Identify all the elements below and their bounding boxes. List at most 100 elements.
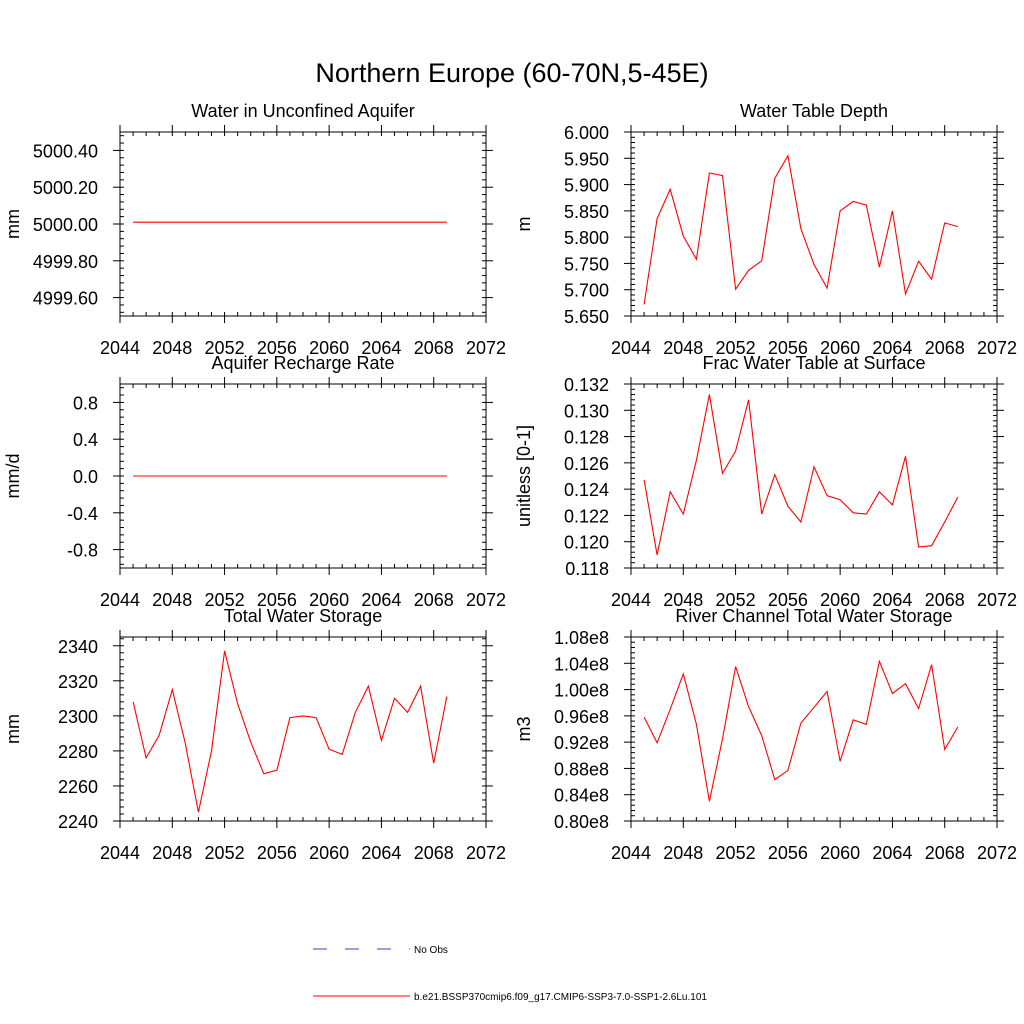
panel-4: Total Water Storage mm 2044 2048 2052 2056 206…	[3, 606, 506, 863]
x-tick-label: 2052	[205, 843, 245, 863]
y-tick-label: 5.700	[564, 281, 609, 301]
panel-title: Total Water Storage	[224, 606, 382, 626]
x-tick-label: 2072	[466, 590, 506, 610]
y-tick-label: 5000.20	[33, 178, 98, 198]
y-axis-label: unitless [0-1]	[514, 425, 534, 527]
series-line	[643, 154, 958, 305]
x-tick-label: 2056	[257, 843, 297, 863]
x-tick-label: 2044	[100, 590, 140, 610]
y-tick-label: 0.0	[73, 467, 98, 487]
x-tick-label: 2044	[611, 338, 651, 358]
x-tick-label: 2068	[925, 338, 965, 358]
y-axis-label: mm/d	[3, 454, 23, 499]
plot-frame	[119, 131, 487, 317]
x-tick-label: 2060	[820, 338, 860, 358]
x-tick-label: 2060	[820, 590, 860, 610]
y-tick-label: 1.00e8	[554, 681, 609, 701]
y-tick-label: 0.132	[564, 375, 609, 395]
x-tick-label: 2072	[977, 338, 1017, 358]
x-tick-label: 2072	[466, 843, 506, 863]
y-tick-label: -0.4	[67, 504, 98, 524]
y-tick-label: 6.000	[564, 123, 609, 143]
x-tick-label: 2056	[768, 590, 808, 610]
plot-frame	[119, 636, 487, 822]
y-tick-label: 0.4	[73, 430, 98, 450]
x-tick-label: 2044	[611, 590, 651, 610]
y-tick-label: 2240	[58, 812, 98, 832]
y-tick-label: 5.950	[564, 149, 609, 169]
y-axis-label: m3	[514, 716, 534, 741]
y-tick-label: 0.122	[564, 506, 609, 526]
x-tick-label: 2060	[309, 843, 349, 863]
x-tick-label: 2064	[872, 590, 912, 610]
x-tick-label: 2068	[414, 590, 454, 610]
y-tick-label: 0.126	[564, 454, 609, 474]
y-tick-label: 0.130	[564, 401, 609, 421]
panel-2: Aquifer Recharge Rate mm/d 2044 2048 2052 205…	[3, 353, 506, 610]
x-tick-label: 2072	[466, 338, 506, 358]
panel-title: Water in Unconfined Aquifer	[191, 101, 414, 121]
y-tick-label: 0.84e8	[554, 786, 609, 806]
x-tick-label: 2064	[361, 843, 401, 863]
figure-title: Northern Europe (60-70N,5-45E)	[315, 58, 708, 88]
panel-0: Water in Unconfined Aquifer mm 2044 2048 205…	[3, 101, 506, 358]
x-tick-label: 2052	[716, 590, 756, 610]
y-tick-label: 2340	[58, 637, 98, 657]
x-tick-label: 2064	[361, 338, 401, 358]
x-tick-label: 2072	[977, 590, 1017, 610]
x-tick-label: 2052	[716, 843, 756, 863]
x-tick-label: 2044	[100, 338, 140, 358]
panels: Water in Unconfined Aquifer mm 2044 2048 205…	[3, 101, 1017, 863]
legend: No Obs b.e21.BSSP370cmip6.f09_g17.CMIP6-…	[313, 945, 707, 1003]
y-axis-label: mm	[3, 209, 23, 239]
x-tick-label: 2052	[205, 590, 245, 610]
panel-title: Aquifer Recharge Rate	[211, 353, 394, 373]
x-tick-label: 2064	[872, 843, 912, 863]
plot-frame	[630, 131, 998, 317]
y-tick-label: 5.750	[564, 254, 609, 274]
y-tick-label: 0.8	[73, 393, 98, 413]
y-tick-label: 5.850	[564, 202, 609, 222]
x-tick-label: 2048	[152, 338, 192, 358]
x-tick-label: 2048	[663, 843, 703, 863]
x-tick-label: 2060	[309, 590, 349, 610]
y-tick-label: 0.118	[565, 559, 609, 579]
y-tick-label: 5000.40	[33, 141, 98, 161]
series-line	[132, 650, 448, 813]
y-tick-label: 2260	[58, 777, 98, 797]
x-tick-label: 2068	[925, 590, 965, 610]
y-tick-label: 5.900	[564, 176, 609, 196]
panel-5: River Channel Total Water Storage m3 2044 2…	[514, 606, 1017, 863]
x-tick-label: 2064	[872, 338, 912, 358]
y-tick-label: 4999.60	[33, 289, 98, 309]
x-tick-label: 2056	[768, 338, 808, 358]
y-tick-label: 4999.80	[33, 252, 98, 272]
y-tick-label: 0.128	[564, 428, 609, 448]
y-tick-label: 2300	[58, 707, 98, 727]
panel-3: Frac Water Table at Surface unitless [0-1…	[514, 353, 1017, 610]
y-axis-label: m	[514, 217, 534, 232]
y-tick-label: 5000.00	[33, 215, 98, 235]
y-tick-label: 0.80e8	[554, 812, 609, 832]
y-tick-label: 2320	[58, 672, 98, 692]
x-tick-label: 2072	[977, 843, 1017, 863]
x-tick-label: 2052	[205, 338, 245, 358]
x-tick-label: 2048	[663, 338, 703, 358]
series-line	[643, 394, 959, 556]
x-tick-label: 2068	[925, 843, 965, 863]
y-axis-label: mm	[3, 714, 23, 744]
y-tick-label: 1.08e8	[554, 628, 609, 648]
y-tick-label: 0.88e8	[554, 759, 609, 779]
x-tick-label: 2056	[257, 590, 297, 610]
x-tick-label: 2056	[768, 843, 808, 863]
y-tick-label: 5.800	[564, 228, 609, 248]
y-tick-label: 0.92e8	[554, 733, 609, 753]
x-tick-label: 2064	[361, 590, 401, 610]
y-tick-label: 5.650	[564, 307, 609, 327]
y-tick-label: 0.120	[564, 533, 609, 553]
panel-title: River Channel Total Water Storage	[675, 606, 952, 626]
x-tick-label: 2060	[309, 338, 349, 358]
plot-frame	[630, 383, 998, 569]
x-tick-label: 2048	[663, 590, 703, 610]
x-tick-label: 2044	[100, 843, 140, 863]
